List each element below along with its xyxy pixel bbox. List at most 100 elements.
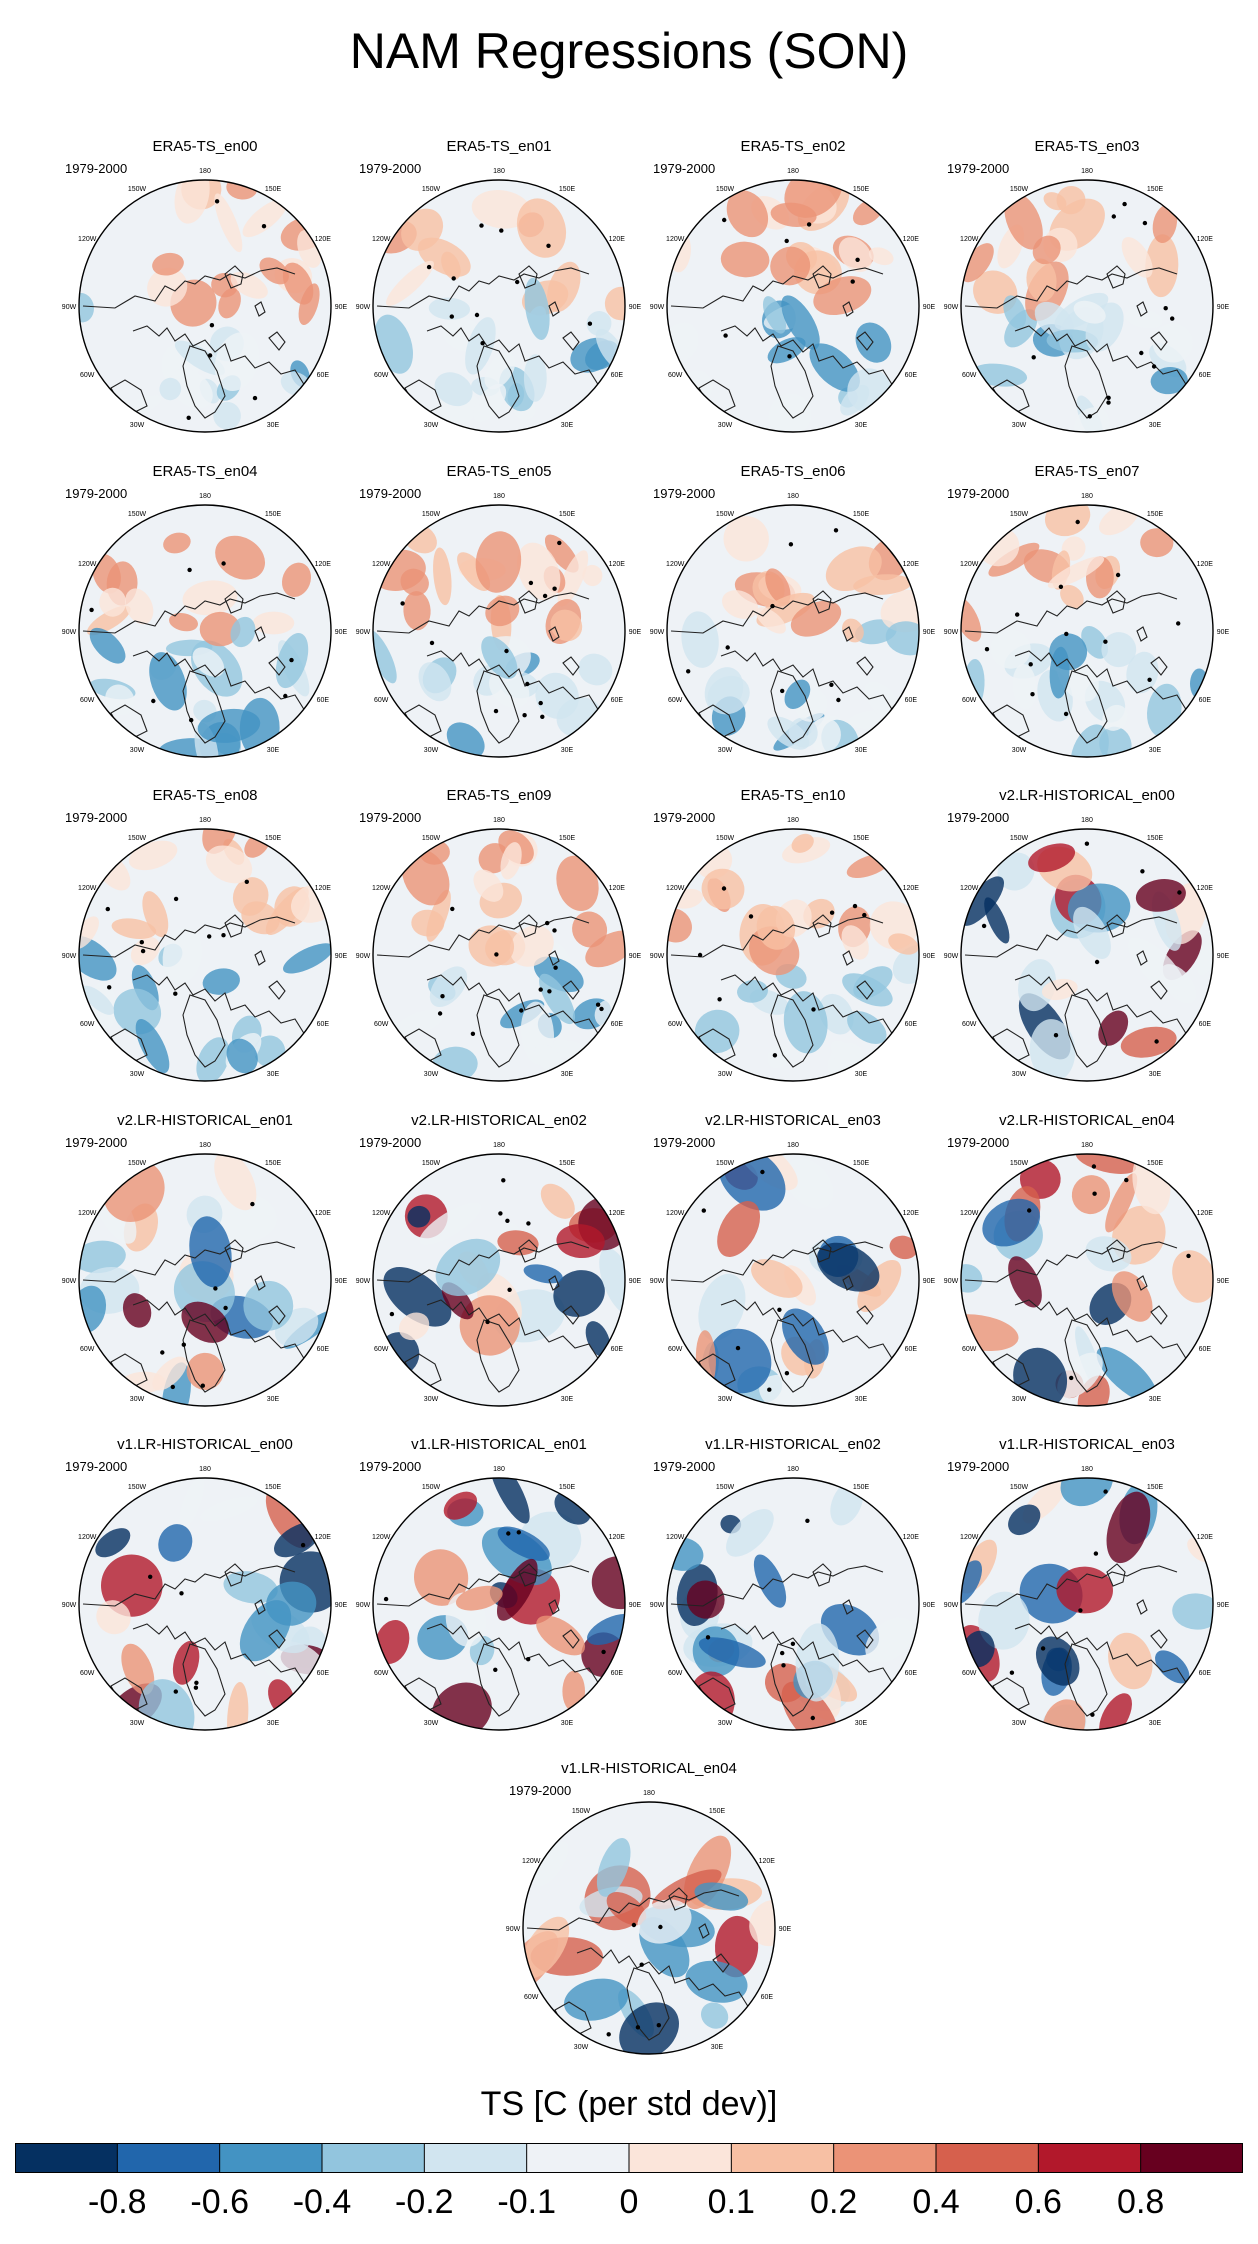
longitude-label: 150E bbox=[853, 835, 870, 842]
anomaly-shading bbox=[726, 190, 769, 238]
anomaly-shading bbox=[159, 377, 182, 401]
significance-dot bbox=[1063, 711, 1069, 717]
significance-dot bbox=[805, 1518, 810, 1523]
map-border bbox=[960, 1153, 1214, 1407]
longitude-label: 90W bbox=[944, 1602, 959, 1609]
colorbar-swatch bbox=[731, 2143, 835, 2173]
longitude-label: 60E bbox=[611, 1670, 624, 1677]
longitude-label: 90W bbox=[650, 1278, 665, 1285]
coastline bbox=[770, 670, 814, 744]
significance-dot bbox=[538, 987, 543, 992]
panel-title: ERA5-TS_en05 bbox=[446, 463, 552, 480]
map-panel: ERA5-TS_en10 1979-2000 180 150E 120E 90E 60E 30… bbox=[643, 787, 943, 1087]
anomaly-shading bbox=[199, 611, 241, 647]
anomaly-shading bbox=[1071, 1175, 1111, 1215]
anomaly-shading bbox=[853, 574, 912, 595]
colorbar-swatch bbox=[15, 2143, 118, 2173]
anomaly-shading bbox=[791, 833, 814, 853]
significance-dot bbox=[595, 1002, 601, 1007]
coastline bbox=[670, 916, 884, 958]
coastline bbox=[268, 980, 286, 1000]
significance-dot bbox=[493, 708, 499, 714]
significance-dot bbox=[187, 567, 192, 573]
longitude-label: 30W bbox=[130, 1071, 145, 1078]
anomaly-shading bbox=[473, 383, 507, 423]
significance-dot bbox=[770, 603, 775, 609]
significance-dot bbox=[862, 912, 867, 918]
anomaly-shading bbox=[1041, 978, 1078, 1001]
anomaly-shading bbox=[79, 916, 99, 950]
longitude-label: 30E bbox=[855, 1396, 868, 1403]
panel-period: 1979-2000 bbox=[653, 486, 716, 501]
anomaly-shading bbox=[961, 1560, 982, 1605]
coastline bbox=[1150, 331, 1168, 351]
longitude-label: 30W bbox=[130, 1396, 145, 1403]
coastline bbox=[182, 670, 226, 744]
coastline bbox=[964, 1565, 1178, 1607]
longitude-label: 60E bbox=[611, 1021, 624, 1028]
coastline bbox=[670, 592, 884, 634]
coastline bbox=[1064, 345, 1108, 419]
longitude-label: 30W bbox=[424, 1396, 439, 1403]
significance-dot bbox=[639, 1962, 644, 1967]
anomaly-shading bbox=[259, 257, 289, 285]
significance-dot bbox=[389, 1311, 395, 1317]
anomaly-shading bbox=[401, 208, 444, 251]
significance-dot bbox=[170, 1384, 175, 1390]
longitude-label: 90E bbox=[335, 953, 348, 960]
anomaly-shading bbox=[997, 852, 1035, 891]
longitude-label: 60W bbox=[668, 1021, 683, 1028]
longitude-label: 120E bbox=[903, 885, 920, 892]
longitude-label: 30E bbox=[267, 1071, 280, 1078]
significance-dot bbox=[450, 906, 455, 912]
panel-period: 1979-2000 bbox=[359, 161, 422, 176]
longitude-label: 150W bbox=[128, 1484, 147, 1491]
anomaly-shading bbox=[1046, 329, 1099, 353]
longitude-label: 90W bbox=[62, 953, 77, 960]
longitude-label: 120W bbox=[78, 561, 97, 568]
anomaly-shading bbox=[714, 1915, 759, 1978]
panel-period: 1979-2000 bbox=[653, 1135, 716, 1150]
significance-dot bbox=[474, 312, 480, 318]
coastline bbox=[132, 325, 318, 387]
longitude-label: 60E bbox=[905, 1021, 918, 1028]
anomaly-shading bbox=[205, 845, 253, 884]
anomaly-shading bbox=[557, 550, 589, 607]
anomaly-shading bbox=[717, 1201, 761, 1257]
significance-dot bbox=[658, 1924, 663, 1930]
panel-title: ERA5-TS_en02 bbox=[740, 138, 846, 155]
longitude-label: 60W bbox=[80, 1346, 95, 1353]
anomaly-shading bbox=[813, 276, 872, 316]
anomaly-shading bbox=[838, 237, 872, 273]
significance-dot bbox=[1103, 639, 1108, 644]
coastline bbox=[268, 656, 286, 676]
colorbar-swatch bbox=[526, 2143, 630, 2173]
map-border bbox=[78, 828, 332, 1082]
coastline bbox=[376, 592, 590, 634]
significance-dot bbox=[148, 1574, 153, 1579]
significance-dot bbox=[470, 1031, 476, 1036]
significance-dot bbox=[542, 593, 548, 599]
panel-period: 1979-2000 bbox=[653, 161, 716, 176]
longitude-label: 30W bbox=[718, 1396, 733, 1403]
anomaly-shading bbox=[485, 595, 520, 627]
longitude-label: 150W bbox=[716, 1160, 735, 1167]
significance-dot bbox=[440, 994, 445, 999]
longitude-label: 30W bbox=[130, 1720, 145, 1727]
longitude-label: 150W bbox=[422, 1484, 441, 1491]
longitude-label: 180 bbox=[787, 1142, 799, 1149]
anomaly-shading bbox=[767, 716, 810, 750]
anomaly-shading bbox=[681, 611, 719, 668]
map-panel: ERA5-TS_en03 1979-2000 180 150E 120E 90E 60E 30… bbox=[937, 138, 1237, 438]
coastline bbox=[1064, 994, 1108, 1068]
coastline bbox=[426, 974, 612, 1036]
longitude-label: 180 bbox=[493, 1466, 505, 1473]
longitude-label: 150E bbox=[1147, 1484, 1164, 1491]
panel-title: ERA5-TS_en03 bbox=[1034, 138, 1140, 155]
coastline bbox=[812, 914, 832, 938]
anomaly-shading bbox=[988, 542, 1040, 577]
panel-title: v1.LR-HISTORICAL_en01 bbox=[411, 1436, 587, 1453]
panel-title: v1.LR-HISTORICAL_en03 bbox=[999, 1436, 1175, 1453]
significance-dot bbox=[480, 341, 485, 346]
longitude-label: 30W bbox=[718, 422, 733, 429]
